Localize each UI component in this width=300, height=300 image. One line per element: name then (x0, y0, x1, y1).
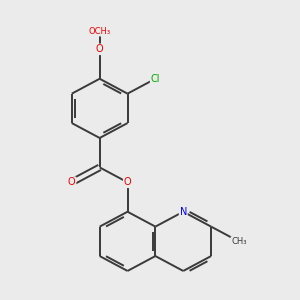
Text: OCH₃: OCH₃ (88, 27, 111, 36)
Text: O: O (68, 177, 76, 187)
Text: Cl: Cl (151, 74, 160, 84)
Text: O: O (96, 44, 104, 54)
Text: N: N (180, 207, 187, 217)
Text: CH₃: CH₃ (231, 237, 247, 246)
Text: O: O (124, 177, 131, 187)
